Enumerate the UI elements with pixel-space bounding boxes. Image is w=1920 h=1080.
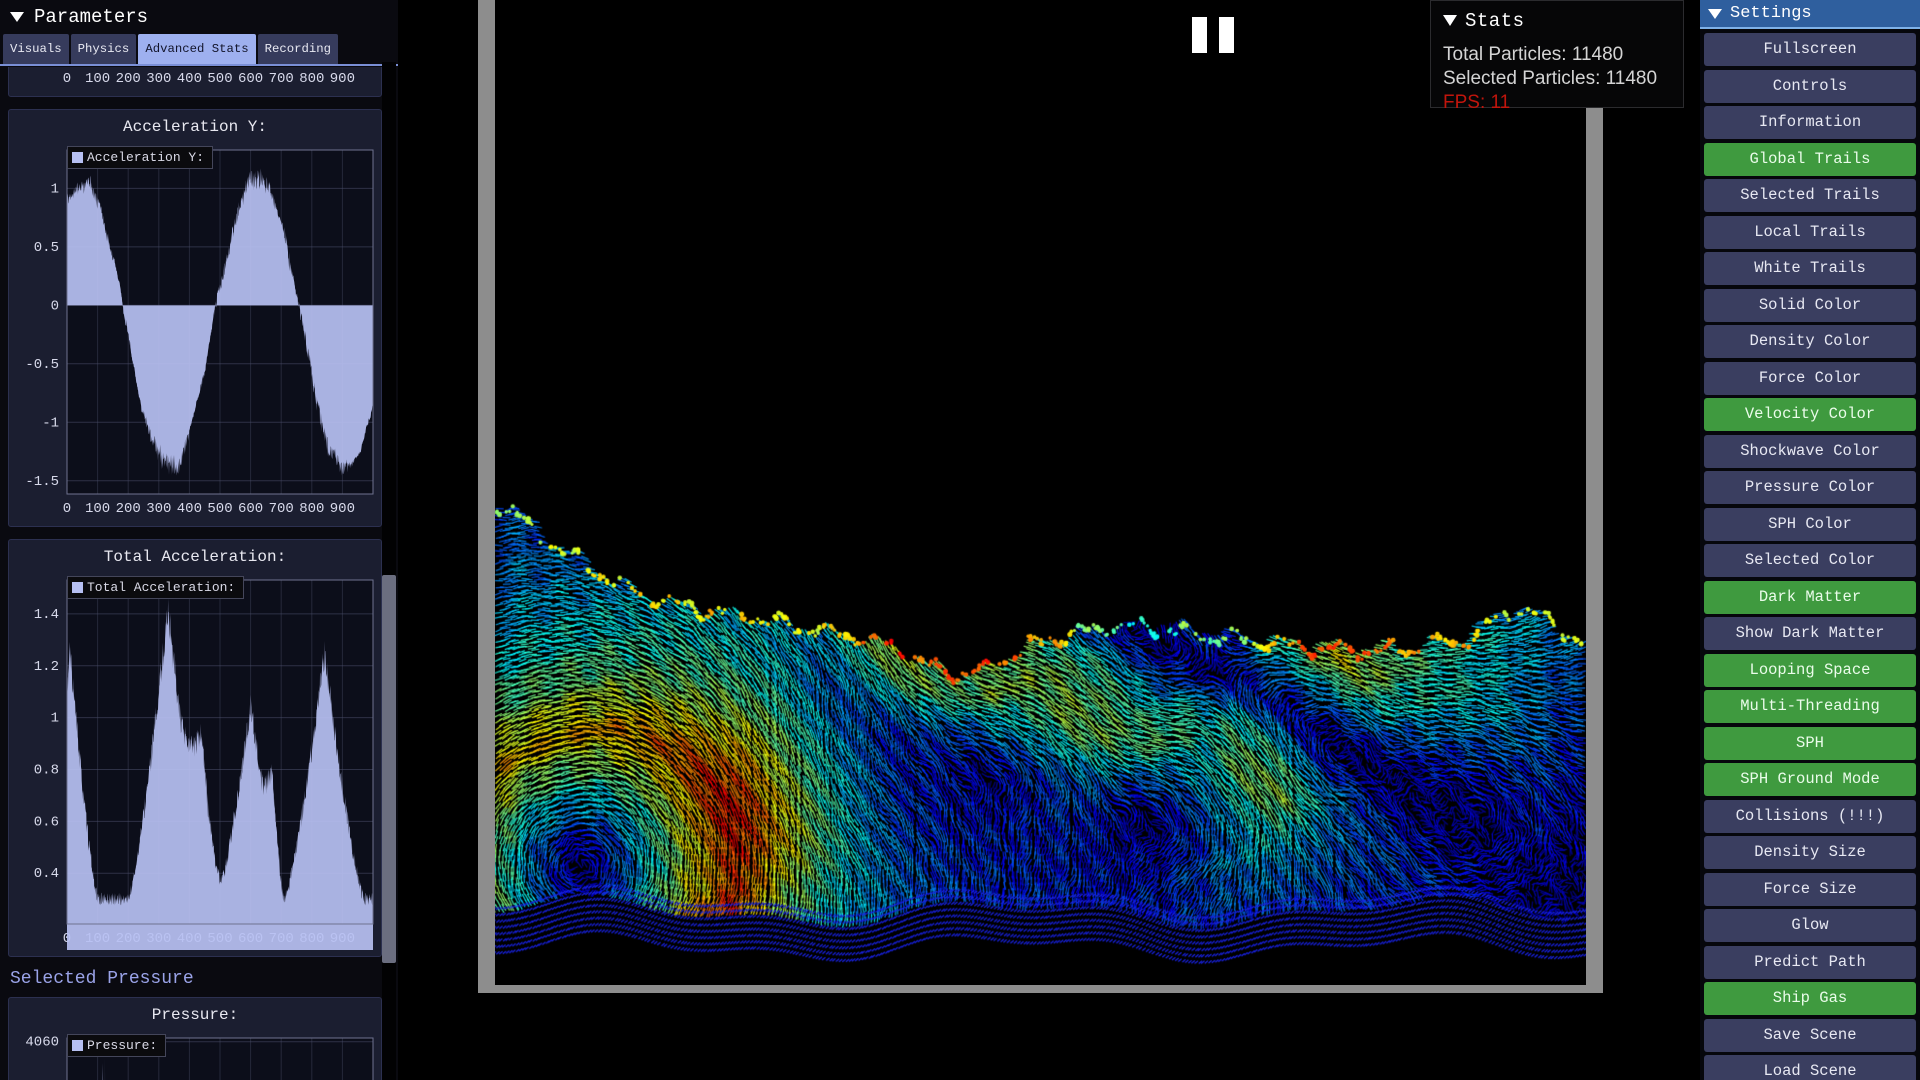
- svg-text:0.5: 0.5: [34, 240, 59, 256]
- svg-text:300: 300: [146, 71, 171, 87]
- svg-text:200: 200: [116, 501, 141, 517]
- svg-text:900: 900: [330, 501, 355, 517]
- svg-text:0.8: 0.8: [34, 763, 59, 779]
- svg-text:-1.5: -1.5: [25, 474, 59, 490]
- svg-text:200: 200: [116, 71, 141, 87]
- svg-text:0: 0: [63, 501, 71, 517]
- svg-text:100: 100: [85, 71, 110, 87]
- svg-text:0.6: 0.6: [34, 814, 59, 830]
- svg-text:800: 800: [299, 71, 324, 87]
- svg-text:1.2: 1.2: [34, 659, 59, 675]
- svg-text:900: 900: [330, 71, 355, 87]
- svg-text:0.4: 0.4: [34, 866, 59, 882]
- svg-text:1: 1: [51, 711, 59, 727]
- svg-text:0: 0: [51, 298, 59, 314]
- svg-text:4060: 4060: [25, 1035, 59, 1051]
- svg-text:400: 400: [177, 501, 202, 517]
- svg-text:0: 0: [63, 71, 71, 87]
- svg-text:1: 1: [51, 181, 59, 197]
- svg-text:500: 500: [207, 71, 232, 87]
- svg-text:600: 600: [238, 71, 263, 87]
- svg-text:400: 400: [177, 71, 202, 87]
- svg-text:-0.5: -0.5: [25, 357, 59, 373]
- svg-text:800: 800: [299, 501, 324, 517]
- svg-text:300: 300: [146, 501, 171, 517]
- svg-text:100: 100: [85, 501, 110, 517]
- svg-text:600: 600: [238, 501, 263, 517]
- svg-text:1.4: 1.4: [34, 607, 59, 623]
- svg-text:500: 500: [207, 501, 232, 517]
- svg-text:-1: -1: [42, 415, 59, 431]
- svg-text:700: 700: [269, 501, 294, 517]
- svg-text:700: 700: [269, 71, 294, 87]
